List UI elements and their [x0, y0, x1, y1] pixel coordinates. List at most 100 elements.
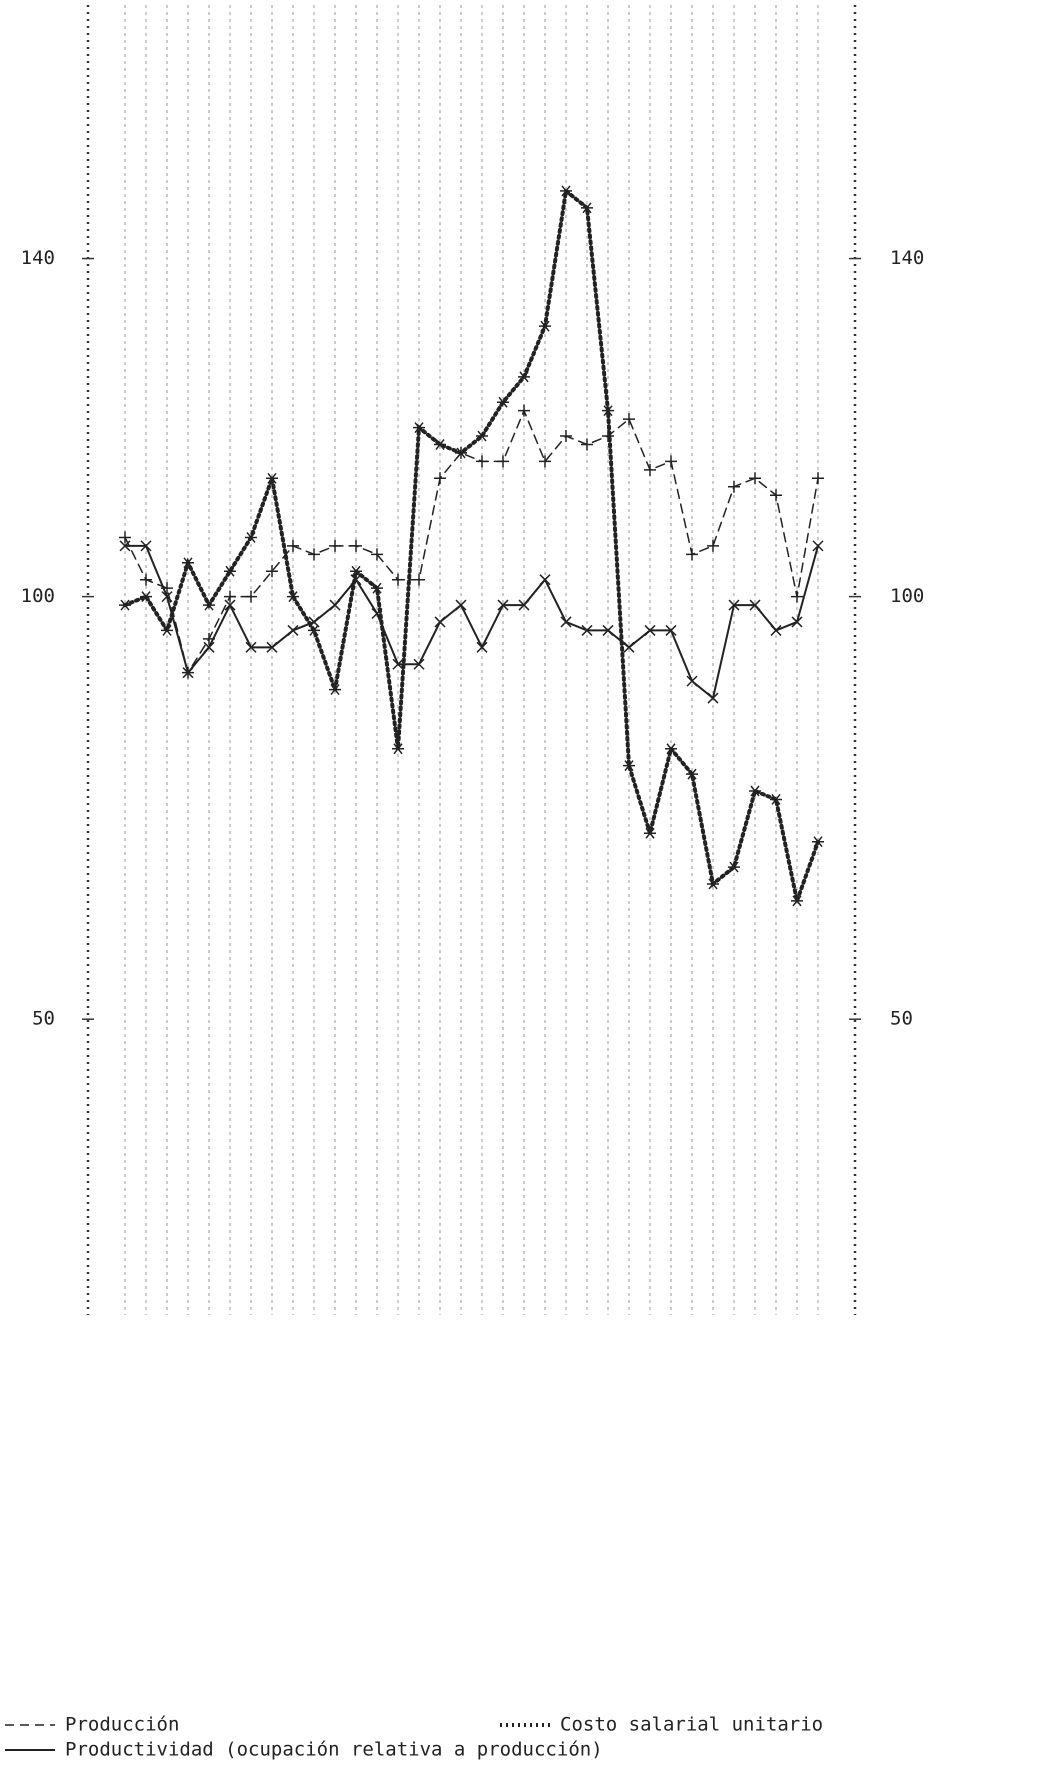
data-point	[287, 591, 299, 603]
data-point	[434, 472, 446, 485]
data-point	[707, 878, 719, 890]
data-point	[161, 624, 173, 636]
data-point	[119, 531, 131, 544]
data-point	[161, 591, 173, 603]
data-point	[224, 565, 236, 577]
data-point	[245, 641, 257, 653]
data-point	[392, 658, 404, 670]
data-point	[749, 785, 761, 797]
y-tick-label: 140	[21, 247, 55, 269]
data-point	[560, 430, 572, 443]
data-point	[791, 590, 803, 603]
data-point	[581, 624, 593, 636]
data-point	[581, 438, 593, 451]
y-tick-label: 50	[32, 1008, 55, 1030]
data-point	[455, 599, 467, 611]
data-point	[266, 472, 278, 484]
data-point	[434, 439, 446, 450]
series-line	[123, 187, 820, 909]
data-point	[413, 573, 425, 586]
data-point	[812, 540, 824, 552]
data-point	[308, 616, 320, 628]
data-point	[686, 675, 698, 687]
data-point	[266, 641, 278, 653]
data-point	[434, 616, 446, 628]
legend-label: Producción	[65, 1714, 179, 1736]
data-point	[287, 624, 299, 636]
data-point	[602, 624, 614, 636]
legend-label: Costo salarial unitario	[560, 1714, 823, 1736]
data-point	[518, 599, 530, 611]
data-point	[371, 582, 383, 594]
data-point	[245, 531, 257, 543]
data-point	[119, 599, 131, 611]
data-point	[182, 667, 194, 679]
data-point	[392, 743, 404, 755]
data-point	[329, 684, 341, 696]
data-point	[728, 599, 740, 611]
data-point	[770, 489, 782, 502]
data-point	[749, 599, 761, 611]
data-point	[728, 861, 740, 873]
data-point	[518, 371, 530, 383]
data-point	[581, 202, 593, 214]
data-point	[476, 641, 488, 653]
data-point	[602, 405, 614, 417]
data-point	[392, 573, 404, 586]
data-point	[455, 447, 467, 459]
series-line	[124, 408, 819, 675]
data-point	[140, 573, 152, 586]
data-point	[308, 548, 320, 561]
data-point	[539, 455, 551, 468]
data-point	[623, 760, 635, 772]
data-point	[266, 565, 278, 578]
data-point	[791, 616, 803, 628]
data-point	[497, 396, 509, 408]
data-point	[644, 463, 656, 476]
data-point	[476, 430, 488, 442]
data-point	[497, 599, 509, 611]
data-point	[539, 574, 551, 586]
data-point	[665, 743, 677, 755]
data-point	[413, 422, 425, 434]
data-point	[770, 624, 782, 636]
data-point	[791, 895, 803, 907]
y-tick-label: 100	[21, 585, 55, 607]
data-point	[140, 591, 152, 603]
series-line	[124, 544, 819, 700]
data-point	[329, 599, 341, 611]
data-point	[287, 539, 299, 552]
data-point	[623, 413, 635, 426]
data-point	[140, 540, 152, 552]
data-point	[329, 539, 341, 552]
data-point	[644, 624, 656, 636]
data-point	[665, 455, 677, 468]
data-point	[749, 472, 761, 485]
data-point	[119, 540, 131, 552]
data-point	[812, 472, 824, 485]
data-point	[707, 692, 719, 704]
data-point	[686, 548, 698, 561]
data-point	[350, 574, 362, 586]
data-point	[224, 599, 236, 611]
data-point	[644, 827, 656, 839]
data-point	[371, 607, 383, 620]
data-point	[686, 768, 698, 780]
data-point	[518, 404, 530, 417]
data-point	[770, 793, 782, 805]
data-point	[350, 539, 362, 552]
data-point	[707, 539, 719, 552]
data-point	[224, 590, 236, 603]
data-point	[308, 624, 320, 636]
data-point	[203, 599, 215, 611]
data-point	[728, 480, 740, 493]
data-point	[476, 455, 488, 468]
y-tick-label-right: 50	[890, 1008, 913, 1030]
data-point	[350, 565, 362, 577]
data-point	[539, 320, 551, 332]
legend-label: Productividad (ocupación relativa a prod…	[65, 1739, 603, 1761]
data-point	[203, 641, 215, 653]
data-point	[665, 624, 677, 636]
data-point	[497, 455, 509, 468]
